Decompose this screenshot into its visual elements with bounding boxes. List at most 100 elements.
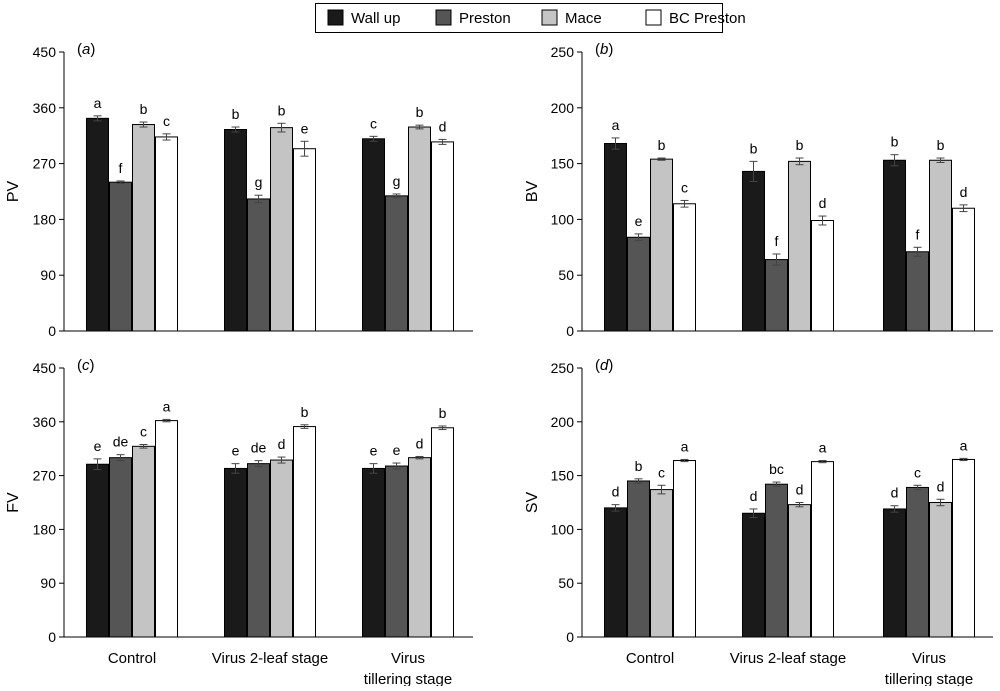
bar bbox=[650, 489, 673, 638]
y-tick-label: 180 bbox=[33, 211, 57, 227]
y-tick-label: 270 bbox=[33, 156, 57, 172]
y-tick-label: 360 bbox=[33, 414, 57, 430]
significance-letter: d bbox=[960, 184, 968, 200]
y-axis-label: BV bbox=[524, 181, 541, 203]
bar bbox=[109, 181, 132, 332]
category-label: Virus 2-leaf stage bbox=[730, 650, 846, 667]
bar bbox=[673, 460, 696, 638]
bar bbox=[362, 138, 385, 332]
bar bbox=[604, 507, 627, 638]
bar bbox=[155, 420, 178, 638]
significance-letter: c bbox=[163, 113, 170, 129]
legend-label: Wall up bbox=[351, 10, 400, 27]
bar bbox=[270, 127, 293, 332]
bar bbox=[627, 480, 650, 638]
significance-letter: d bbox=[439, 118, 447, 134]
bar bbox=[673, 203, 696, 332]
legend-swatch bbox=[541, 9, 558, 26]
significance-letter: b bbox=[439, 405, 447, 421]
significance-letter: a bbox=[819, 440, 827, 456]
bar bbox=[431, 427, 454, 638]
significance-letter: b bbox=[278, 102, 286, 118]
significance-letter: c bbox=[140, 424, 147, 440]
significance-letter: b bbox=[937, 137, 945, 153]
y-tick-label: 200 bbox=[551, 414, 575, 430]
y-tick-label: 50 bbox=[558, 267, 574, 283]
y-tick-label: 450 bbox=[33, 360, 57, 376]
category-label: Virus 2-leaf stage bbox=[212, 650, 328, 667]
category-label: Control bbox=[108, 650, 156, 667]
significance-letter: e bbox=[393, 442, 401, 458]
significance-letter: b bbox=[658, 137, 666, 153]
y-tick-label: 90 bbox=[40, 267, 56, 283]
bar bbox=[650, 158, 673, 332]
significance-letter: b bbox=[891, 134, 899, 150]
category-label: Control bbox=[626, 650, 674, 667]
significance-letter: e bbox=[370, 443, 378, 459]
y-tick-label: 50 bbox=[558, 575, 574, 591]
legend-label: Mace bbox=[565, 10, 602, 27]
chart-panel: 0 50 100 150 200 250 BV (b) a e b c b f b d b f b d bbox=[524, 41, 993, 339]
bar bbox=[293, 148, 316, 332]
bar bbox=[627, 236, 650, 332]
panel-label: (c) bbox=[77, 357, 95, 374]
bar bbox=[811, 461, 834, 638]
y-axis-label: SV bbox=[524, 492, 541, 514]
y-tick-label: 90 bbox=[40, 575, 56, 591]
category-label: tillering stage bbox=[885, 671, 973, 686]
bar bbox=[742, 170, 765, 332]
bar bbox=[431, 141, 454, 332]
legend-label: Preston bbox=[459, 10, 511, 27]
bar bbox=[604, 143, 627, 332]
y-tick-label: 0 bbox=[566, 323, 574, 339]
bar bbox=[788, 160, 811, 332]
bar bbox=[385, 195, 408, 332]
y-axis-label: PV bbox=[5, 181, 22, 203]
bar bbox=[270, 459, 293, 638]
significance-letter: d bbox=[819, 195, 827, 211]
significance-letter: b bbox=[416, 104, 424, 120]
bar bbox=[109, 457, 132, 638]
y-tick-label: 150 bbox=[551, 468, 575, 484]
bar bbox=[742, 512, 765, 638]
significance-letter: a bbox=[960, 437, 968, 453]
significance-letter: d bbox=[937, 478, 945, 494]
significance-letter: de bbox=[113, 434, 129, 450]
significance-letter: b bbox=[301, 404, 309, 420]
significance-letter: f bbox=[119, 160, 123, 176]
significance-letter: f bbox=[916, 226, 920, 242]
significance-letter: c bbox=[914, 464, 921, 480]
y-tick-label: 270 bbox=[33, 468, 57, 484]
bar bbox=[247, 463, 270, 638]
significance-letter: e bbox=[635, 213, 643, 229]
significance-letter: g bbox=[255, 174, 263, 190]
bar bbox=[883, 159, 906, 332]
y-tick-label: 150 bbox=[551, 156, 575, 172]
significance-letter: e bbox=[94, 438, 102, 454]
y-tick-label: 250 bbox=[551, 44, 575, 60]
bar bbox=[224, 467, 247, 638]
bar bbox=[883, 508, 906, 638]
panel-label: (a) bbox=[77, 41, 95, 58]
y-tick-label: 0 bbox=[566, 629, 574, 645]
significance-letter: g bbox=[393, 173, 401, 189]
significance-letter: b bbox=[750, 140, 758, 156]
bar bbox=[952, 458, 975, 638]
significance-letter: f bbox=[775, 233, 779, 249]
significance-letter: b bbox=[232, 106, 240, 122]
y-tick-label: 100 bbox=[551, 211, 575, 227]
bar bbox=[929, 159, 952, 332]
bar bbox=[408, 126, 431, 332]
bar bbox=[247, 198, 270, 332]
bar bbox=[929, 502, 952, 638]
y-tick-label: 200 bbox=[551, 100, 575, 116]
bar bbox=[155, 136, 178, 332]
significance-letter: e bbox=[301, 120, 309, 136]
significance-letter: d bbox=[612, 484, 620, 500]
legend-swatch bbox=[327, 9, 344, 26]
significance-letter: a bbox=[612, 117, 620, 133]
legend-label: BC Preston bbox=[669, 10, 746, 27]
significance-letter: d bbox=[278, 436, 286, 452]
